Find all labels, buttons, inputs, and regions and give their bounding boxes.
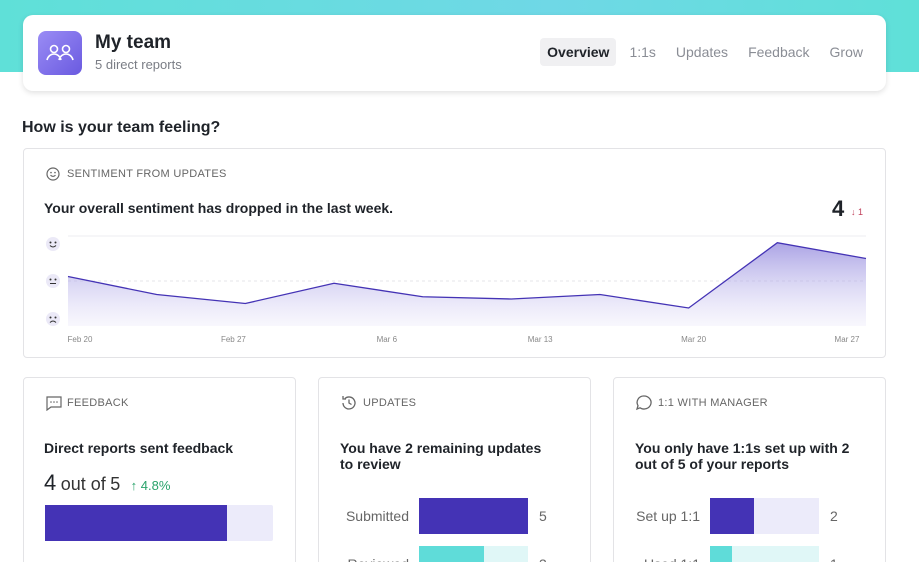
smile-icon — [46, 167, 60, 181]
feedback-count: 4 — [44, 470, 57, 495]
row-value: 2 — [830, 508, 838, 524]
bar-track — [419, 546, 528, 562]
tab[interactable]: Updates — [675, 44, 729, 60]
header-card: My team 5 direct reports Overview 1:1s Upd… — [23, 15, 886, 91]
sentiment-chart: Feb 20 Feb 27 Mar 6 Mar 13 Mar 20 Mar 27 — [46, 235, 867, 344]
one-on-one-card: 1:1 WITH MANAGER You only have 1:1s set … — [613, 377, 886, 562]
feedback-of: out of — [60, 474, 106, 494]
row-label: Submitted — [345, 508, 409, 524]
bar-track — [419, 498, 528, 534]
feedback-total: 5 — [110, 474, 121, 494]
section-title: How is your team feeling? — [22, 119, 221, 136]
x-tick-label: Feb 20 — [68, 335, 93, 344]
feedback-icon — [46, 396, 62, 411]
x-tick-label: Mar 20 — [681, 335, 706, 344]
row-value: 1 — [830, 556, 838, 562]
team-glyph — [46, 44, 74, 61]
card-message: Your overall sentiment has dropped in th… — [44, 200, 394, 216]
area-fill — [68, 242, 866, 326]
card-label: UPDATES — [363, 397, 417, 409]
card-label: 1:1 WITH MANAGER — [658, 397, 768, 409]
card-message: Direct reports sent feedback — [44, 440, 234, 456]
emoji-axis — [46, 237, 60, 326]
tab[interactable]: Grow — [829, 44, 863, 60]
sentiment-card: SENTIMENT FROM UPDATES Your overall sent… — [23, 148, 886, 358]
row-value: 5 — [539, 508, 547, 524]
feedback-bar — [45, 505, 228, 541]
x-tick-label: Mar 13 — [528, 335, 553, 344]
card-message: You only have 1:1s set up with 2 out of … — [635, 440, 850, 472]
feedback-change: ↑ 4.8% — [130, 478, 171, 493]
row-label: Set up 1:1 — [636, 508, 700, 524]
bar-track — [710, 546, 819, 562]
tab[interactable]: Feedback — [748, 44, 810, 60]
team-icon — [38, 31, 82, 75]
bar-track — [710, 498, 819, 534]
updates-icon — [342, 396, 356, 410]
line — [67, 242, 867, 309]
card-label: FEEDBACK — [67, 397, 129, 409]
chat-icon — [635, 395, 652, 411]
row-label: Reviewed — [309, 556, 409, 562]
row-label: Used 1:1 — [600, 556, 700, 562]
tab[interactable]: Overview — [540, 38, 617, 66]
sentiment-change: ↓ 1 — [851, 207, 864, 217]
card-label: SENTIMENT FROM UPDATES — [67, 168, 227, 180]
tabs: Overview 1:1s Updates Feedback Grow — [540, 38, 870, 66]
feedback-stat: 4 out of 5 ↑ 4.8% — [44, 470, 170, 496]
sentiment-score: 4 — [832, 196, 845, 221]
updates-card: UPDATES You have 2 remaining updates to … — [318, 377, 591, 562]
row-value: 3 — [539, 556, 547, 562]
feedback-bar-track — [45, 505, 273, 541]
bar — [710, 498, 754, 534]
bar — [419, 546, 485, 562]
x-tick-label: Mar 27 — [835, 335, 860, 344]
page-title: My team — [95, 32, 172, 53]
x-tick-label: Mar 6 — [377, 335, 398, 344]
page-subtitle: 5 direct reports — [95, 57, 182, 72]
feedback-card: FEEDBACK Direct reports sent feedback 4 … — [23, 377, 296, 562]
tab[interactable]: 1:1s — [629, 44, 656, 60]
x-tick-label: Feb 27 — [221, 335, 246, 344]
bar — [710, 546, 732, 562]
card-message: You have 2 remaining updates to review — [340, 440, 542, 472]
bar — [419, 498, 528, 534]
